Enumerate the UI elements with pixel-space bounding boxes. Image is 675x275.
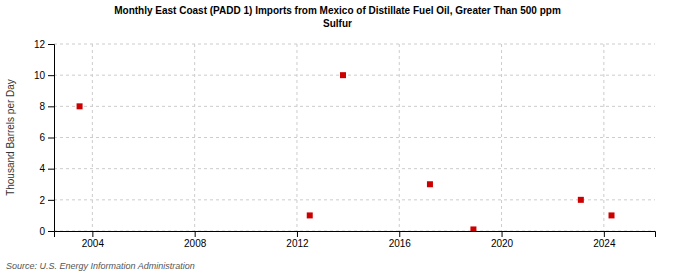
x-grid-line (501, 44, 502, 231)
plot-area: 2004 2008 2012 2016 2020 2024 0 2 4 6 8 10 12 (34, 39, 656, 249)
x-axis-line (55, 232, 656, 238)
y-tick-mark (48, 44, 54, 45)
point (427, 181, 433, 187)
y-tick-label: 0 (39, 226, 45, 237)
x-tick-mark (195, 231, 196, 237)
x-tick-mark (502, 231, 503, 237)
x-tick-mark (297, 231, 298, 237)
y-tick-label: 12 (34, 39, 46, 50)
y-grid-line (54, 44, 655, 45)
y-tick-mark (48, 169, 54, 170)
point (77, 103, 83, 109)
point (470, 226, 476, 231)
x-tick: 2012 (286, 231, 309, 249)
y-tick: 6 (39, 132, 54, 143)
chart-container: 2004 2008 2012 2016 2020 2024 0 2 4 6 8 10 12 Monthly… (0, 0, 675, 275)
y-grid-line (54, 137, 655, 138)
x-tick-label: 2012 (286, 238, 309, 249)
x-tick-label: 2016 (389, 238, 412, 249)
x-tick-mark (92, 231, 93, 237)
y-tick-mark (48, 75, 54, 76)
grid (54, 44, 655, 231)
x-tick-mark (399, 231, 400, 237)
y-tick-mark (48, 138, 54, 139)
y-tick: 12 (34, 39, 54, 50)
x-tick: 2004 (82, 231, 105, 249)
x-grid-line (603, 44, 604, 231)
y-axis-line (48, 45, 55, 232)
y-tick-mark (48, 231, 54, 232)
x-tick-mark (604, 231, 605, 237)
y-tick: 8 (39, 101, 54, 112)
x-tick-label: 2024 (593, 238, 616, 249)
y-grid-line (54, 168, 655, 169)
points (77, 72, 615, 231)
y-tick: 0 (39, 226, 54, 237)
y-tick: 4 (39, 163, 54, 174)
x-tick-label: 2004 (82, 238, 105, 249)
title-line: Monthly East Coast (PADD 1) Imports from… (114, 5, 561, 16)
y-tick-mark (48, 106, 54, 107)
y-tick-label: 6 (39, 132, 45, 143)
y-axis: 0 2 4 6 8 10 12 (34, 39, 55, 237)
point (609, 212, 615, 218)
title-line: Sulfur (323, 18, 352, 29)
y-tick-label: 2 (39, 195, 45, 206)
y-grid-line (54, 106, 655, 107)
point (307, 212, 313, 218)
x-tick-label: 2020 (491, 238, 514, 249)
source-note: Source: U.S. Energy Information Administ… (6, 261, 195, 271)
y-tick-label: 4 (39, 163, 45, 174)
y-tick-label: 8 (39, 101, 45, 112)
point (578, 197, 584, 203)
x-tick: 2024 (593, 231, 616, 249)
y-tick: 10 (34, 70, 54, 81)
x-tick: 2020 (491, 231, 514, 249)
y-tick-label: 10 (34, 70, 46, 81)
x-tick: 2016 (389, 231, 412, 249)
x-tick: 2008 (184, 231, 207, 249)
chart: 2004 2008 2012 2016 2020 2024 0 2 4 6 8 10 12 Monthly… (0, 0, 675, 275)
y-tick-mark (48, 200, 54, 201)
y-grid-line (54, 199, 655, 200)
title: Monthly East Coast (PADD 1) Imports from… (114, 5, 561, 29)
y-axis-title: Thousand Barrels per Day (5, 79, 16, 196)
y-grid-line (54, 75, 655, 76)
x-axis: 2004 2008 2012 2016 2020 2024 (55, 231, 656, 249)
x-tick-label: 2008 (184, 238, 207, 249)
y-tick: 2 (39, 195, 54, 206)
point (340, 72, 346, 78)
